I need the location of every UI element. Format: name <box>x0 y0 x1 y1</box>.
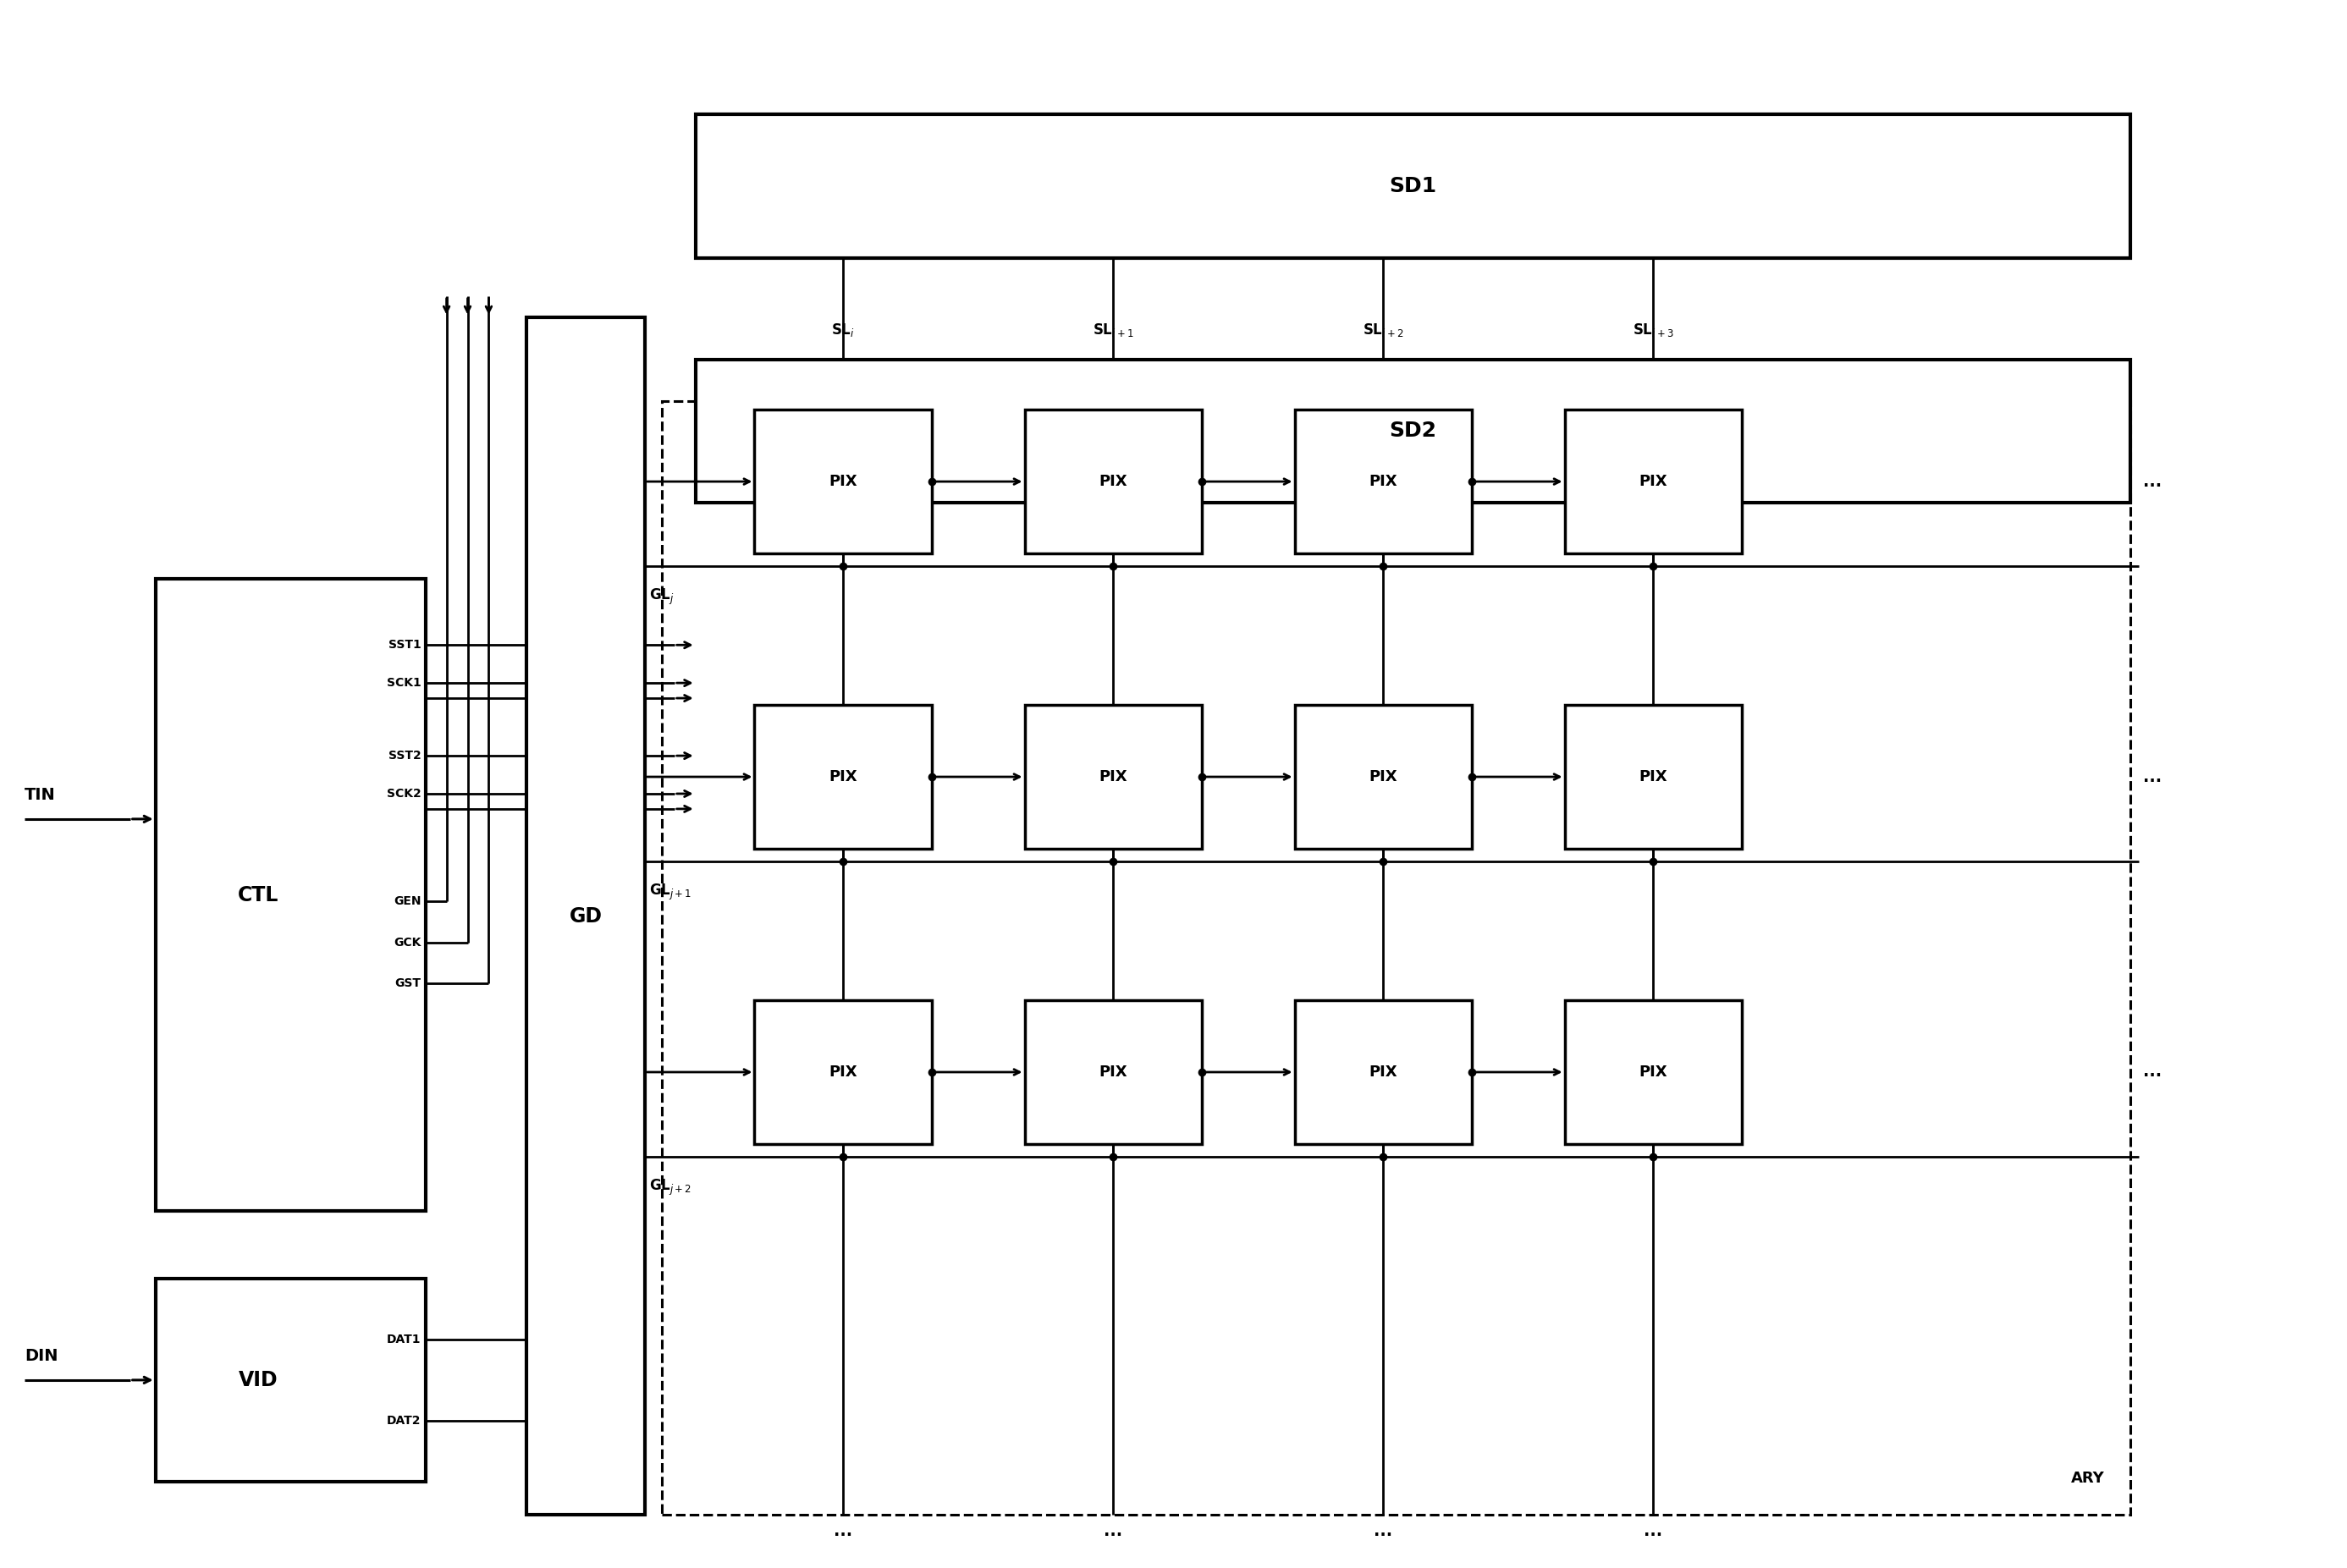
Text: TIN: TIN <box>23 787 56 803</box>
Text: VID: VID <box>239 1370 277 1391</box>
Text: PIX: PIX <box>1368 1065 1396 1080</box>
Text: ...: ... <box>2143 768 2162 786</box>
Text: PIX: PIX <box>1368 770 1396 784</box>
Text: GL$_{j+1}$: GL$_{j+1}$ <box>650 883 692 902</box>
Text: SST2: SST2 <box>387 750 420 762</box>
Bar <box>695 359 2131 503</box>
Text: ...: ... <box>833 1524 852 1540</box>
Text: CTL: CTL <box>237 884 279 905</box>
Bar <box>662 401 2131 1515</box>
Bar <box>1026 706 1202 848</box>
Text: ...: ... <box>2143 474 2162 489</box>
Text: PIX: PIX <box>828 770 857 784</box>
Text: SL$_i$: SL$_i$ <box>831 321 854 339</box>
Bar <box>1565 409 1741 554</box>
Bar <box>526 317 645 1515</box>
Text: GEN: GEN <box>394 895 420 908</box>
Text: PIX: PIX <box>828 474 857 489</box>
Bar <box>1026 1000 1202 1143</box>
Bar <box>1026 409 1202 554</box>
Text: PIX: PIX <box>1368 474 1396 489</box>
Text: PIX: PIX <box>828 1065 857 1080</box>
Text: GST: GST <box>394 977 420 989</box>
Text: PIX: PIX <box>1638 1065 1666 1080</box>
Bar <box>695 114 2131 259</box>
Text: ...: ... <box>1103 1524 1122 1540</box>
Bar <box>1296 1000 1472 1143</box>
Text: SCK2: SCK2 <box>387 787 420 800</box>
Bar <box>155 1279 425 1482</box>
Text: GL$_{j+2}$: GL$_{j+2}$ <box>650 1178 692 1198</box>
Bar <box>1296 409 1472 554</box>
Text: PIX: PIX <box>1638 474 1666 489</box>
Bar <box>155 579 425 1212</box>
Bar <box>1565 706 1741 848</box>
Text: SCK1: SCK1 <box>387 677 420 688</box>
Text: ...: ... <box>1373 1524 1392 1540</box>
Text: PIX: PIX <box>1098 474 1127 489</box>
Text: SST1: SST1 <box>387 640 420 651</box>
Text: GD: GD <box>570 906 603 927</box>
Text: GCK: GCK <box>394 936 420 949</box>
Bar <box>1296 706 1472 848</box>
Text: PIX: PIX <box>1098 1065 1127 1080</box>
Text: PIX: PIX <box>1098 770 1127 784</box>
Text: SL$_{i+1}$: SL$_{i+1}$ <box>1094 321 1134 339</box>
Bar <box>753 706 932 848</box>
Bar <box>753 409 932 554</box>
Text: DAT2: DAT2 <box>387 1414 420 1427</box>
Text: DAT1: DAT1 <box>387 1334 420 1345</box>
Text: SL$_{i+3}$: SL$_{i+3}$ <box>1634 321 1673 339</box>
Bar <box>1565 1000 1741 1143</box>
Text: SD1: SD1 <box>1389 176 1436 196</box>
Text: DIN: DIN <box>23 1348 59 1364</box>
Bar <box>753 1000 932 1143</box>
Text: ...: ... <box>1643 1524 1662 1540</box>
Text: PIX: PIX <box>1638 770 1666 784</box>
Text: ARY: ARY <box>2070 1471 2105 1485</box>
Text: SD2: SD2 <box>1389 420 1436 441</box>
Text: SL$_{i+2}$: SL$_{i+2}$ <box>1364 321 1404 339</box>
Text: ...: ... <box>2143 1065 2162 1080</box>
Text: GL$_j$: GL$_j$ <box>650 586 674 607</box>
